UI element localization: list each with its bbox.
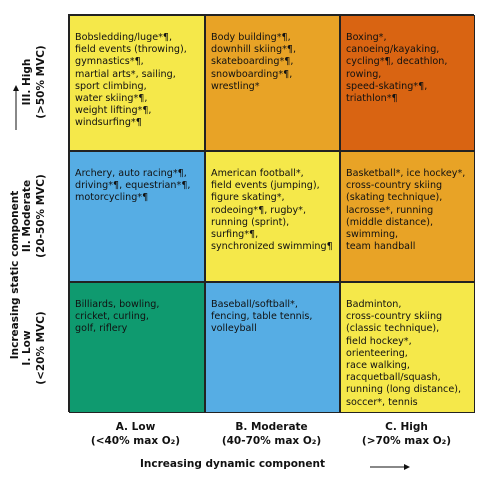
col-low-name: A. Low [115, 421, 156, 433]
sport-line: surfing*¶, [211, 229, 259, 241]
x-axis-arrow-icon [370, 464, 410, 470]
cell-low-static-moderate-dynamic: Baseball/softball*, fencing, table tennis… [205, 282, 340, 413]
sport-line: fencing, table tennis, [211, 311, 313, 323]
row-low-range: (<20% MVC) [35, 310, 47, 385]
sport-line: American football*, [211, 168, 304, 179]
sport-line: Baseball/softball*, [211, 299, 298, 310]
sport-line: Bobsledding/luge*¶, [75, 32, 173, 43]
sport-line: Archery, auto racing*¶, [75, 168, 187, 179]
col-low-range: (<40% max O₂) [90, 435, 181, 447]
col-label-moderate: B. Moderate (40-70% max O₂) [204, 420, 339, 448]
sport-line: martial arts*, sailing, [75, 68, 176, 80]
sport-line: skateboarding*¶, [211, 56, 294, 68]
col-high-name: C. High [385, 421, 428, 433]
sport-line: driving*¶, equestrian*¶, [75, 180, 191, 192]
row-high-range: (>50% MVC) [35, 44, 47, 119]
sport-line: weight lifting*¶, [75, 105, 152, 117]
sport-line: rodeoing*¶, rugby*, [211, 204, 307, 216]
sport-line: motorcycling*¶ [75, 192, 149, 204]
x-axis-title: Increasing dynamic component [140, 458, 326, 470]
sport-line: downhill skiing*¶, [211, 44, 297, 56]
sport-line: cricket, curling, [75, 311, 149, 323]
classification-matrix: Bobsledding/luge*¶, field events (throwin… [68, 14, 475, 413]
col-high-range: (>70% max O₂) [361, 435, 452, 447]
sport-line: Billiards, bowling, [75, 299, 160, 310]
sport-line: cross-country skiing [346, 311, 443, 323]
sport-line: swimming, [346, 229, 399, 241]
y-axis-title-wrap: Increasing static component [0, 190, 30, 360]
cell-high-static-low-dynamic: Bobsledding/luge*¶, field events (throwin… [69, 15, 205, 151]
sport-line: Badminton, [346, 299, 402, 310]
sport-line: water skiing*¶, [75, 93, 148, 105]
sport-line: Basketball*, ice hockey*, [346, 168, 466, 179]
cell-moderate-static-high-dynamic: Basketball*, ice hockey*, cross-country s… [340, 151, 475, 282]
sport-line: lacrosse*, running [346, 204, 434, 216]
cell-moderate-static-moderate-dynamic: American football*, field events (jumping… [205, 151, 340, 282]
row-high-name: III. High [21, 58, 33, 105]
col-label-high: C. High (>70% max O₂) [339, 420, 474, 448]
col-moderate-name: B. Moderate [235, 421, 308, 433]
sport-line: (classic technique), [346, 323, 440, 335]
row-moderate-range: (20-50% MVC) [35, 173, 47, 258]
sport-line: field hockey*, [346, 335, 412, 347]
row-label-high: III. High (>50% MVC) [14, 14, 54, 149]
sport-line: golf, riflery [75, 323, 128, 335]
sport-line: running (long distance), [346, 384, 462, 396]
sport-line: triathlon*¶ [346, 93, 398, 105]
sport-line: field events (throwing), [75, 44, 187, 56]
sport-line: gymnastics*¶, [75, 56, 144, 68]
sport-line: volleyball [211, 323, 257, 335]
sport-line: speed-skating*¶, [346, 80, 428, 92]
sport-line: soccer*, tennis [346, 396, 418, 408]
sport-line: team handball [346, 241, 416, 253]
cell-low-static-low-dynamic: Billiards, bowling, cricket, curling, golf… [69, 282, 205, 413]
sport-line: running (sprint), [211, 216, 290, 228]
col-label-low: A. Low (<40% max O₂) [68, 420, 203, 448]
y-axis-arrow-icon [13, 85, 19, 130]
sport-line: figure skating*, [211, 192, 285, 204]
sport-line: canoeing/kayaking, [346, 44, 440, 56]
sport-line: synchronized swimming¶ [211, 241, 333, 253]
y-axis-title: Increasing static component [9, 190, 21, 360]
col-moderate-range: (40-70% max O₂) [221, 435, 322, 447]
cell-moderate-static-low-dynamic: Archery, auto racing*¶, driving*¶, equest… [69, 151, 205, 282]
sport-line: (middle distance), [346, 216, 433, 228]
sport-line: snowboarding*¶, [211, 68, 293, 80]
sport-line: Boxing*, [346, 32, 387, 43]
sport-line: racquetball/squash, [346, 372, 441, 384]
sport-line: orienteering, [346, 347, 408, 359]
sport-line: cycling*¶, decathlon, [346, 56, 448, 68]
sport-line: sport climbing, [75, 80, 147, 92]
sport-line: (skating technique), [346, 192, 443, 204]
sport-line: race walking, [346, 360, 410, 372]
sport-line: field events (jumping), [211, 180, 320, 192]
sport-line: cross-country skiing [346, 180, 443, 192]
cell-high-static-moderate-dynamic: Body building*¶, downhill skiing*¶, skateb… [205, 15, 340, 151]
sport-line: wrestling* [211, 80, 260, 92]
sport-line: Body building*¶, [211, 32, 291, 43]
sport-line: windsurfing*¶ [75, 117, 142, 129]
cell-low-static-high-dynamic: Badminton, cross-country skiing (classic t… [340, 282, 475, 413]
sport-line: rowing, [346, 68, 382, 80]
cell-high-static-high-dynamic: Boxing*, canoeing/kayaking, cycling*¶, dec… [340, 15, 475, 151]
